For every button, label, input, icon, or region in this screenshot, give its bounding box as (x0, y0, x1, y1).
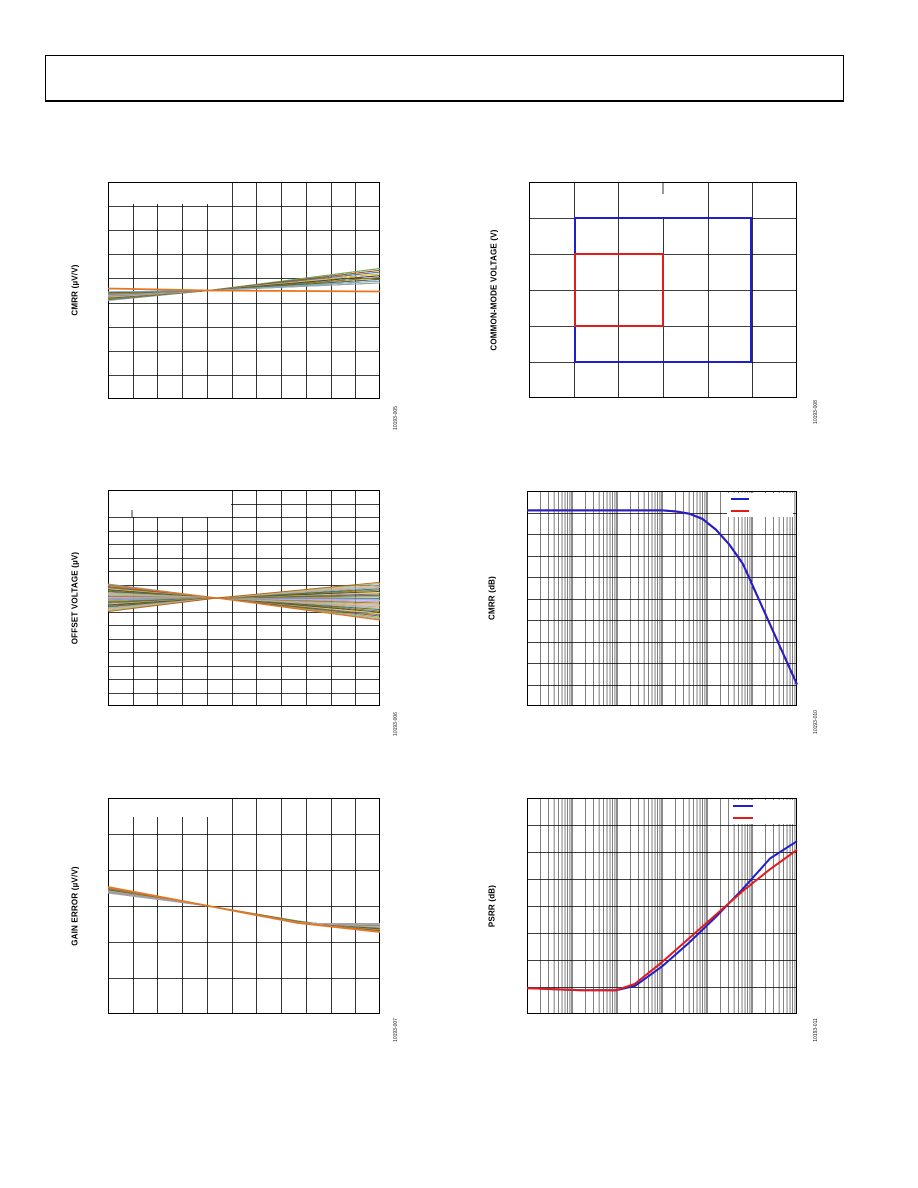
operating-region-red (574, 253, 664, 327)
common-mode-voltage-ylabel: COMMON-MODE VOLTAGE (V) (489, 229, 499, 351)
psrr-frequency-chart (526, 798, 798, 1014)
psrr-frequency-ylabel: PSRR (dB) (487, 884, 497, 928)
cmrr-blue-curve (527, 509, 798, 685)
gain-error-temperature-chart (107, 798, 381, 1014)
psrr-red-curve (526, 849, 798, 992)
cmrr-temperature-figure-id: 10193-005 (393, 406, 399, 430)
gain-orange-trace (107, 886, 381, 933)
common-mode-voltage-chart (529, 182, 797, 398)
label-blank-area (109, 491, 231, 517)
label-blank-area (109, 183, 231, 204)
figure-psrr-frequency (526, 798, 798, 1014)
offset-orange-trace (107, 584, 381, 621)
figure-common-mode-voltage (529, 182, 797, 398)
cmrr-temperature-ylabel: CMRR (µV/V) (70, 264, 80, 316)
cmrr-frequency-chart (527, 491, 798, 706)
offset-temperature-figure-id: 10193-006 (393, 712, 399, 736)
cmrr-orange-trace (107, 287, 381, 293)
figure-cmrr-temperature (107, 182, 381, 399)
figure-offset-temperature (107, 490, 381, 706)
common-mode-voltage-figure-id: 10193-008 (813, 400, 819, 424)
plot-frame (108, 798, 380, 1014)
cmrr-frequency-ylabel: CMRR (dB) (487, 575, 497, 621)
label-blank-area (729, 800, 793, 824)
page-header-box (45, 55, 844, 102)
cmrr-temperature-chart (107, 182, 381, 399)
psrr-frequency-figure-id: 10193-011 (813, 1018, 819, 1042)
offset-temperature-ylabel: OFFSET VOLTAGE (µV) (70, 551, 80, 645)
figure-cmrr-frequency (527, 491, 798, 706)
figure-gain-error-temperature (107, 798, 381, 1014)
label-blank-area (727, 493, 793, 517)
label-blank-area (109, 799, 231, 817)
gain-error-temperature-ylabel: GAIN ERROR (µV/V) (70, 866, 80, 946)
cmrr-frequency-figure-id: 10193-010 (813, 710, 819, 734)
gain-error-temperature-figure-id: 10193-007 (393, 1018, 399, 1042)
offset-temperature-chart (107, 490, 381, 706)
